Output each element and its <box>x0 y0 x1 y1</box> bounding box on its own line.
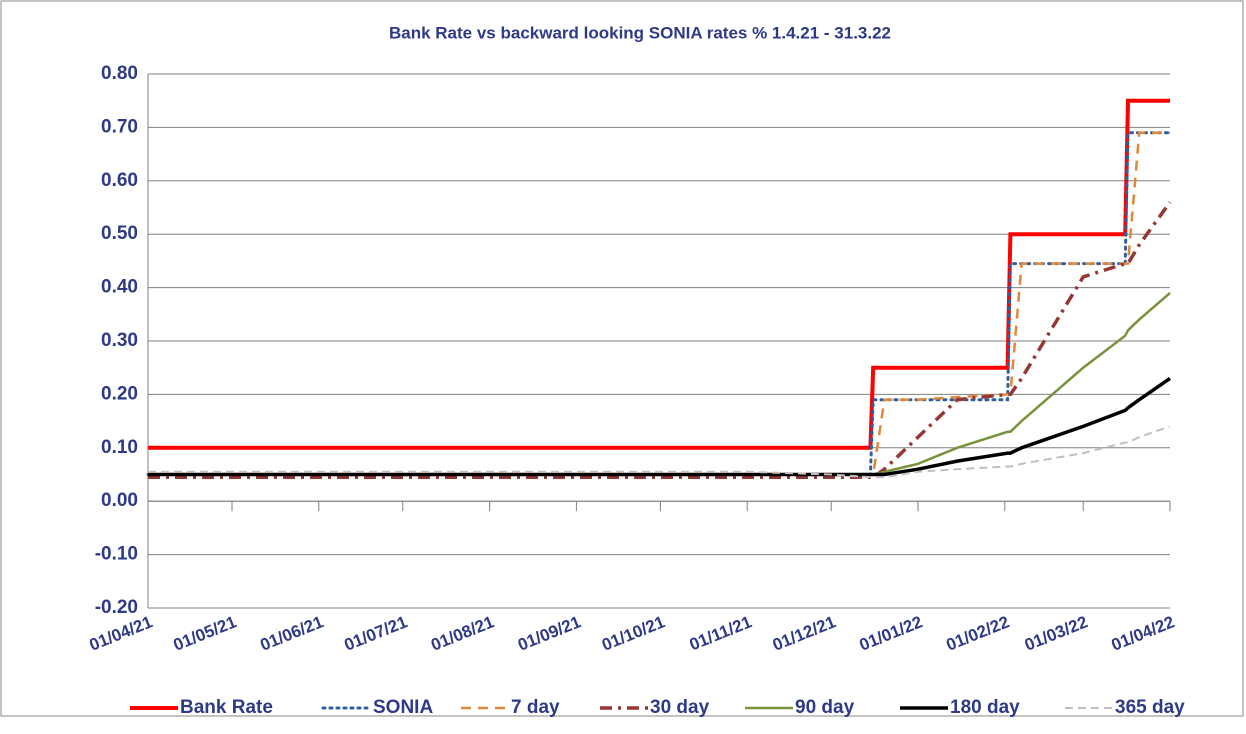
legend-label: 90 day <box>795 697 855 718</box>
y-tick-label: 0.30 <box>101 330 138 351</box>
legend-label: 365 day <box>1115 697 1185 718</box>
legend-label: 180 day <box>950 697 1020 718</box>
chart-border <box>0 0 1244 717</box>
y-tick-label: -0.20 <box>95 597 138 618</box>
series-line <box>148 376 1171 477</box>
y-tick-label: 0.20 <box>101 383 138 404</box>
legend-label: SONIA <box>373 697 433 718</box>
y-tick-label: 0.60 <box>101 170 138 191</box>
legend-label: 7 day <box>511 697 560 718</box>
series-line <box>148 98 1170 450</box>
y-tick-label: 0.70 <box>101 116 138 137</box>
y-tick-label: 0.80 <box>101 63 138 84</box>
y-tick-label: 0.40 <box>101 277 138 298</box>
y-tick-label: 0.10 <box>101 437 138 458</box>
y-tick-label: -0.10 <box>95 544 138 565</box>
legend-label: Bank Rate <box>180 697 273 718</box>
series-line <box>148 425 1171 479</box>
y-tick-label: 0.00 <box>101 490 138 511</box>
legend-label: 30 day <box>650 697 710 718</box>
chart-title: Bank Rate vs backward looking SONIA rate… <box>389 23 891 42</box>
y-tick-label: 0.50 <box>101 223 138 244</box>
